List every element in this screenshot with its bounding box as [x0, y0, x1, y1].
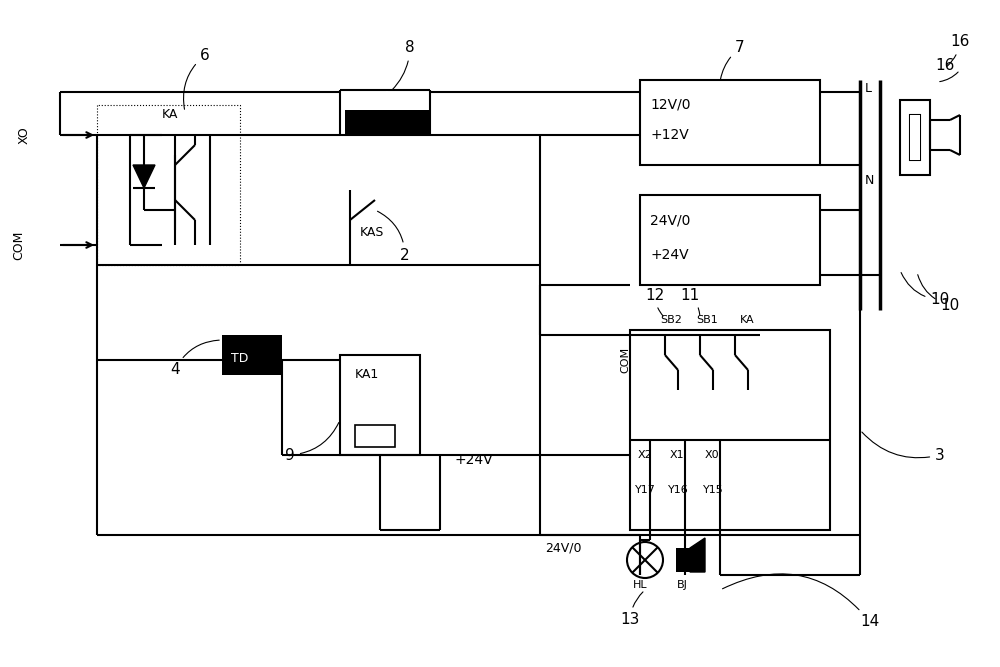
Polygon shape [133, 165, 155, 188]
Text: 9: 9 [285, 422, 339, 462]
Text: HL: HL [633, 580, 647, 590]
Text: TD: TD [231, 352, 249, 364]
Text: KA1: KA1 [355, 368, 379, 382]
Text: 14: 14 [722, 574, 880, 630]
Bar [355, 425, 395, 447]
Text: SB2: SB2 [660, 315, 682, 325]
Text: 4: 4 [170, 340, 219, 378]
Bar [340, 355, 420, 455]
Text: L: L [865, 81, 872, 95]
Text: KAS: KAS [360, 225, 384, 239]
Bar [910, 115, 920, 160]
Text: 11: 11 [680, 287, 700, 315]
Bar [676, 548, 690, 572]
Text: +12V: +12V [650, 128, 689, 142]
Text: X1: X1 [670, 450, 685, 460]
Text: 10: 10 [901, 273, 950, 307]
Text: 24V/0: 24V/0 [650, 213, 690, 227]
Text: 8: 8 [392, 41, 415, 90]
Polygon shape [690, 538, 705, 572]
Bar [345, 110, 430, 135]
Text: 12: 12 [645, 287, 665, 316]
Text: Y17: Y17 [635, 485, 656, 495]
Text: 12V/0: 12V/0 [650, 98, 690, 112]
Text: 10: 10 [918, 275, 960, 313]
Bar [630, 330, 830, 530]
Text: 2: 2 [377, 211, 410, 263]
Text: X2: X2 [638, 450, 653, 460]
Text: 24V/0: 24V/0 [545, 542, 582, 554]
Bar [900, 100, 930, 175]
Text: N: N [865, 173, 874, 187]
Text: 16: 16 [935, 57, 954, 73]
Text: X0: X0 [705, 450, 720, 460]
Text: 16: 16 [947, 35, 970, 66]
Text: SB1: SB1 [696, 315, 718, 325]
Text: +24V: +24V [650, 248, 689, 262]
Text: KA: KA [162, 109, 178, 121]
Text: Y15: Y15 [703, 485, 724, 495]
Text: +24V: +24V [455, 453, 494, 467]
Text: KA: KA [740, 315, 755, 325]
Text: COM: COM [620, 347, 630, 373]
Text: 13: 13 [620, 592, 643, 628]
Text: BJ: BJ [677, 580, 687, 590]
Text: Y16: Y16 [668, 485, 689, 495]
Bar [640, 80, 820, 165]
Bar [910, 115, 920, 160]
Text: XO: XO [18, 126, 31, 144]
Text: 7: 7 [720, 41, 745, 79]
Text: COM: COM [12, 230, 25, 259]
Bar [640, 195, 820, 285]
Text: 3: 3 [862, 432, 945, 462]
Bar [222, 335, 282, 375]
Text: 6: 6 [184, 47, 210, 109]
